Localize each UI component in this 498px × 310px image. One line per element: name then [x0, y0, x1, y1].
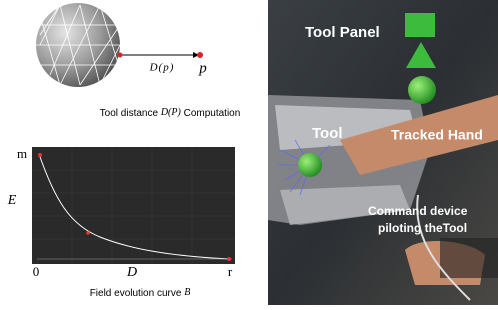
caption-part: B: [184, 287, 190, 298]
near-point: [118, 53, 123, 58]
photo-label: Tool: [312, 125, 343, 142]
photo-label: Tool Panel: [305, 24, 380, 41]
y-max-label: m: [17, 146, 27, 161]
curve-point: [86, 231, 90, 235]
caption-part: Field evolution curve: [90, 288, 182, 299]
x-max-label: r: [228, 264, 233, 279]
curve-point: [227, 257, 231, 261]
point-label: p: [198, 60, 207, 76]
x-min-label: 0: [33, 264, 40, 279]
caption-part: Computation: [184, 108, 241, 119]
caption-part: Tool distance: [100, 108, 159, 119]
figure: D(p) p Tool distance D(P) Computation m …: [0, 0, 498, 305]
distance-label: D(p): [149, 62, 175, 74]
photo-label: Command device: [368, 204, 468, 218]
caption-part: D(P): [160, 107, 182, 118]
photo-label: piloting theTool: [378, 221, 467, 235]
x-axis-label: D: [126, 265, 137, 280]
y-axis-label: E: [7, 193, 17, 208]
curve-point: [38, 153, 42, 157]
geodesic-sphere: [36, 3, 120, 87]
point-p: [197, 52, 203, 58]
plot-caption: Field evolution curve B: [90, 287, 191, 298]
diagram-caption: Tool distance D(P) Computation: [100, 107, 241, 118]
photo-label: Tracked Hand: [391, 127, 483, 143]
photo: [268, 0, 498, 305]
